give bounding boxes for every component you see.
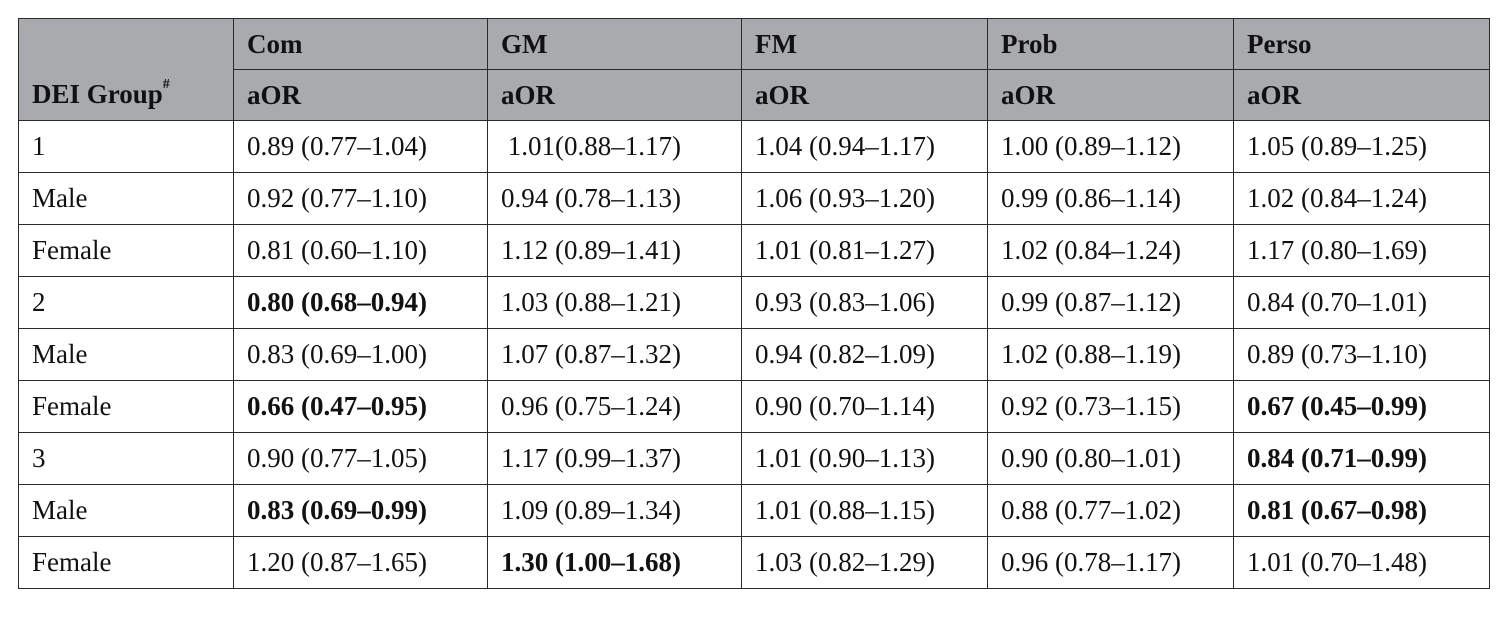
header-row-outcomes: DEI Group# Com GM FM Prob Perso xyxy=(18,18,1490,121)
cell-com-aor: 0.66 (0.47–0.95) xyxy=(233,380,488,433)
cell-perso-aor: 1.01 (0.70–1.48) xyxy=(1233,536,1490,589)
cell-perso-aor: 1.02 (0.84–1.24) xyxy=(1233,172,1490,225)
cell-com-aor: 1.20 (0.87–1.65) xyxy=(233,536,488,589)
row-label: Male xyxy=(18,484,234,537)
cell-gm-aor: 1.07 (0.87–1.32) xyxy=(487,328,742,381)
table-body: 1 0.89 (0.77–1.04) 1.01(0.88–1.17) 1.04 (0… xyxy=(18,120,1490,589)
cell-gm-aor: 1.09 (0.89–1.34) xyxy=(487,484,742,537)
row-label: 2 xyxy=(18,276,234,329)
column-header-gm: GM xyxy=(487,18,742,70)
table-row: Female 0.81 (0.60–1.10) 1.12 (0.89–1.41) 1.… xyxy=(18,224,1490,277)
cell-gm-aor: 1.12 (0.89–1.41) xyxy=(487,224,742,277)
dei-group-footnote-marker: # xyxy=(162,77,170,92)
dei-group-header: DEI Group# xyxy=(18,18,234,121)
cell-com-aor: 0.90 (0.77–1.05) xyxy=(233,432,488,485)
cell-gm-aor: 0.94 (0.78–1.13) xyxy=(487,172,742,225)
table-row: 3 0.90 (0.77–1.05) 1.17 (0.99–1.37) 1.01 (0… xyxy=(18,432,1490,485)
row-label: 1 xyxy=(18,120,234,173)
cell-perso-aor: 1.05 (0.89–1.25) xyxy=(1233,120,1490,173)
subheader-perso-aor: aOR xyxy=(1233,69,1490,121)
row-label: Female xyxy=(18,224,234,277)
cell-fm-aor: 0.90 (0.70–1.14) xyxy=(741,380,988,433)
table-row: Female 1.20 (0.87–1.65) 1.30 (1.00–1.68) 1.… xyxy=(18,536,1490,589)
cell-com-aor: 0.80 (0.68–0.94) xyxy=(233,276,488,329)
row-label: Female xyxy=(18,380,234,433)
cell-fm-aor: 0.93 (0.83–1.06) xyxy=(741,276,988,329)
cell-com-aor: 0.83 (0.69–1.00) xyxy=(233,328,488,381)
cell-prob-aor: 0.99 (0.87–1.12) xyxy=(987,276,1234,329)
subheader-fm-aor: aOR xyxy=(741,69,988,121)
cell-gm-aor: 1.01(0.88–1.17) xyxy=(487,120,742,173)
cell-perso-aor: 0.89 (0.73–1.10) xyxy=(1233,328,1490,381)
table-header: DEI Group# Com GM FM Prob Perso aOR aOR … xyxy=(18,18,1490,121)
cell-gm-aor: 1.03 (0.88–1.21) xyxy=(487,276,742,329)
cell-gm-aor: 1.30 (1.00–1.68) xyxy=(487,536,742,589)
column-header-perso: Perso xyxy=(1233,18,1490,70)
row-label: Male xyxy=(18,172,234,225)
column-header-fm: FM xyxy=(741,18,988,70)
cell-com-aor: 0.83 (0.69–0.99) xyxy=(233,484,488,537)
cell-perso-aor: 0.81 (0.67–0.98) xyxy=(1233,484,1490,537)
table-row: Male 0.83 (0.69–0.99) 1.09 (0.89–1.34) 1.01… xyxy=(18,484,1490,537)
cell-perso-aor: 1.17 (0.80–1.69) xyxy=(1233,224,1490,277)
cell-perso-aor: 0.67 (0.45–0.99) xyxy=(1233,380,1490,433)
cell-com-aor: 0.92 (0.77–1.10) xyxy=(233,172,488,225)
cell-prob-aor: 0.92 (0.73–1.15) xyxy=(987,380,1234,433)
row-label: Female xyxy=(18,536,234,589)
subheader-com-aor: aOR xyxy=(233,69,488,121)
cell-fm-aor: 1.04 (0.94–1.17) xyxy=(741,120,988,173)
dei-group-header-label: DEI Group xyxy=(32,79,163,109)
column-header-com: Com xyxy=(233,18,488,70)
row-label: Male xyxy=(18,328,234,381)
subheader-prob-aor: aOR xyxy=(987,69,1234,121)
cell-fm-aor: 1.06 (0.93–1.20) xyxy=(741,172,988,225)
subheader-gm-aor: aOR xyxy=(487,69,742,121)
cell-prob-aor: 1.00 (0.89–1.12) xyxy=(987,120,1234,173)
cell-perso-aor: 0.84 (0.70–1.01) xyxy=(1233,276,1490,329)
cell-prob-aor: 0.90 (0.80–1.01) xyxy=(987,432,1234,485)
cell-com-aor: 0.89 (0.77–1.04) xyxy=(233,120,488,173)
cell-fm-aor: 1.03 (0.82–1.29) xyxy=(741,536,988,589)
cell-prob-aor: 0.88 (0.77–1.02) xyxy=(987,484,1234,537)
cell-fm-aor: 1.01 (0.90–1.13) xyxy=(741,432,988,485)
table-row: Male 0.83 (0.69–1.00) 1.07 (0.87–1.32) 0.94… xyxy=(18,328,1490,381)
row-label: 3 xyxy=(18,432,234,485)
cell-fm-aor: 1.01 (0.88–1.15) xyxy=(741,484,988,537)
table-row: Male 0.92 (0.77–1.10) 0.94 (0.78–1.13) 1.06… xyxy=(18,172,1490,225)
cell-fm-aor: 1.01 (0.81–1.27) xyxy=(741,224,988,277)
cell-fm-aor: 0.94 (0.82–1.09) xyxy=(741,328,988,381)
cell-prob-aor: 0.99 (0.86–1.14) xyxy=(987,172,1234,225)
cell-prob-aor: 1.02 (0.84–1.24) xyxy=(987,224,1234,277)
results-table: DEI Group# Com GM FM Prob Perso aOR aOR … xyxy=(18,18,1490,589)
cell-prob-aor: 1.02 (0.88–1.19) xyxy=(987,328,1234,381)
table-row: 2 0.80 (0.68–0.94) 1.03 (0.88–1.21) 0.93 (0… xyxy=(18,276,1490,329)
cell-gm-aor: 1.17 (0.99–1.37) xyxy=(487,432,742,485)
table-row: 1 0.89 (0.77–1.04) 1.01(0.88–1.17) 1.04 (0… xyxy=(18,120,1490,173)
header-row-measures: aOR aOR aOR aOR aOR xyxy=(19,69,1490,121)
table-row: Female 0.66 (0.47–0.95) 0.96 (0.75–1.24) 0.… xyxy=(18,380,1490,433)
column-header-prob: Prob xyxy=(987,18,1234,70)
cell-com-aor: 0.81 (0.60–1.10) xyxy=(233,224,488,277)
cell-perso-aor: 0.84 (0.71–0.99) xyxy=(1233,432,1490,485)
cell-gm-aor: 0.96 (0.75–1.24) xyxy=(487,380,742,433)
cell-prob-aor: 0.96 (0.78–1.17) xyxy=(987,536,1234,589)
